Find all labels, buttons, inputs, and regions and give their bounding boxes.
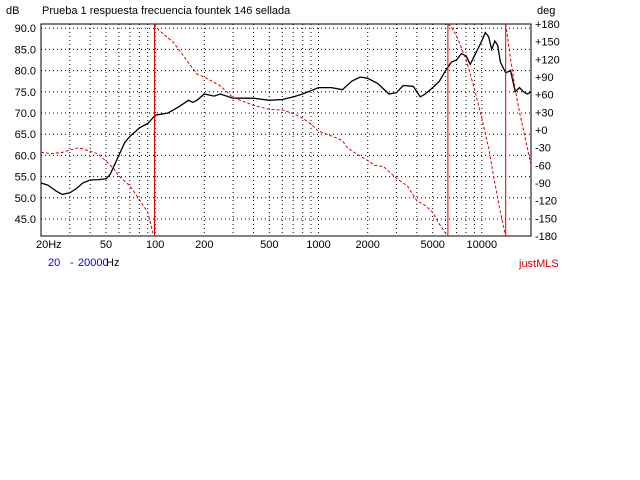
y-tick-label-left: 65.0 [15, 129, 36, 141]
y-tick-label-right: +90 [535, 72, 554, 84]
y-tick-label-left: 70.0 [15, 108, 36, 120]
y-tick-label-right: +30 [535, 107, 554, 119]
y-tick-label-left: 45.0 [15, 214, 36, 226]
y-tick-label-right: -120 [535, 196, 557, 208]
magnitude-curve [40, 31, 532, 196]
y-tick-label-right: +180 [535, 19, 560, 31]
y-tick-label-left: 60.0 [15, 150, 36, 162]
y-tick-label-left: 90.0 [15, 23, 36, 35]
range-end-label: 20000 [78, 257, 109, 269]
y-tick-label-right: -180 [535, 231, 557, 243]
x-tick-label: 100 [146, 239, 164, 251]
x-tick-label: 2000 [355, 239, 379, 251]
y-tick-label-left: 80.0 [15, 66, 36, 78]
y-tick-label-right: +0 [535, 125, 548, 137]
range-start-label: 20 [48, 257, 60, 269]
range-separator: - [70, 257, 74, 269]
y-tick-label-right: +60 [535, 90, 554, 102]
data-series [40, 23, 532, 237]
y-tick-label-left: 75.0 [15, 87, 36, 99]
x-tick-label: 10000 [467, 239, 498, 251]
brand-label: justMLS [518, 258, 559, 270]
y-tick-label-right: -150 [535, 213, 557, 225]
x-tick-label: 500 [260, 239, 278, 251]
y-tick-label-left: 85.0 [15, 44, 36, 56]
y-tick-labels-right: +180 +150 +120 +90 +60 +30 +0 -30 -60 -90 -120 -150… [535, 19, 560, 243]
phase-curve [40, 147, 155, 237]
phase-curve [447, 23, 507, 237]
y-tick-label-right: -60 [535, 160, 551, 172]
range-unit-label: Hz [106, 257, 119, 269]
x-tick-label: 200 [195, 239, 213, 251]
chart-title: Prueba 1 respuesta frecuencia fountek 14… [42, 5, 291, 17]
y-tick-label-right: -30 [535, 143, 551, 155]
x-tick-label: 50 [100, 239, 112, 251]
plot-area [40, 23, 532, 237]
x-tick-label: 1000 [306, 239, 330, 251]
y-tick-label-left: 55.0 [15, 172, 36, 184]
y-tick-label-left: 50.0 [15, 193, 36, 205]
x-tick-label: 5000 [420, 239, 444, 251]
y-tick-label-right: +150 [535, 37, 560, 49]
y-tick-label-right: +120 [535, 54, 560, 66]
y-axis-label-right: deg [537, 5, 555, 17]
y-tick-label-right: -90 [535, 178, 551, 190]
x-tick-label: 20Hz [36, 239, 62, 251]
y-tick-labels-left: 90.0 85.0 80.0 75.0 70.0 65.0 60.0 55.0 50.0 45.0 [15, 23, 36, 226]
phase-curve [505, 23, 532, 166]
y-axis-label-left: dB [6, 5, 19, 17]
grid-lines [41, 24, 531, 236]
x-tick-labels: 20Hz 50 100 200 500 1000 2000 5000 10000 [36, 239, 497, 251]
phase-curve [154, 23, 449, 237]
